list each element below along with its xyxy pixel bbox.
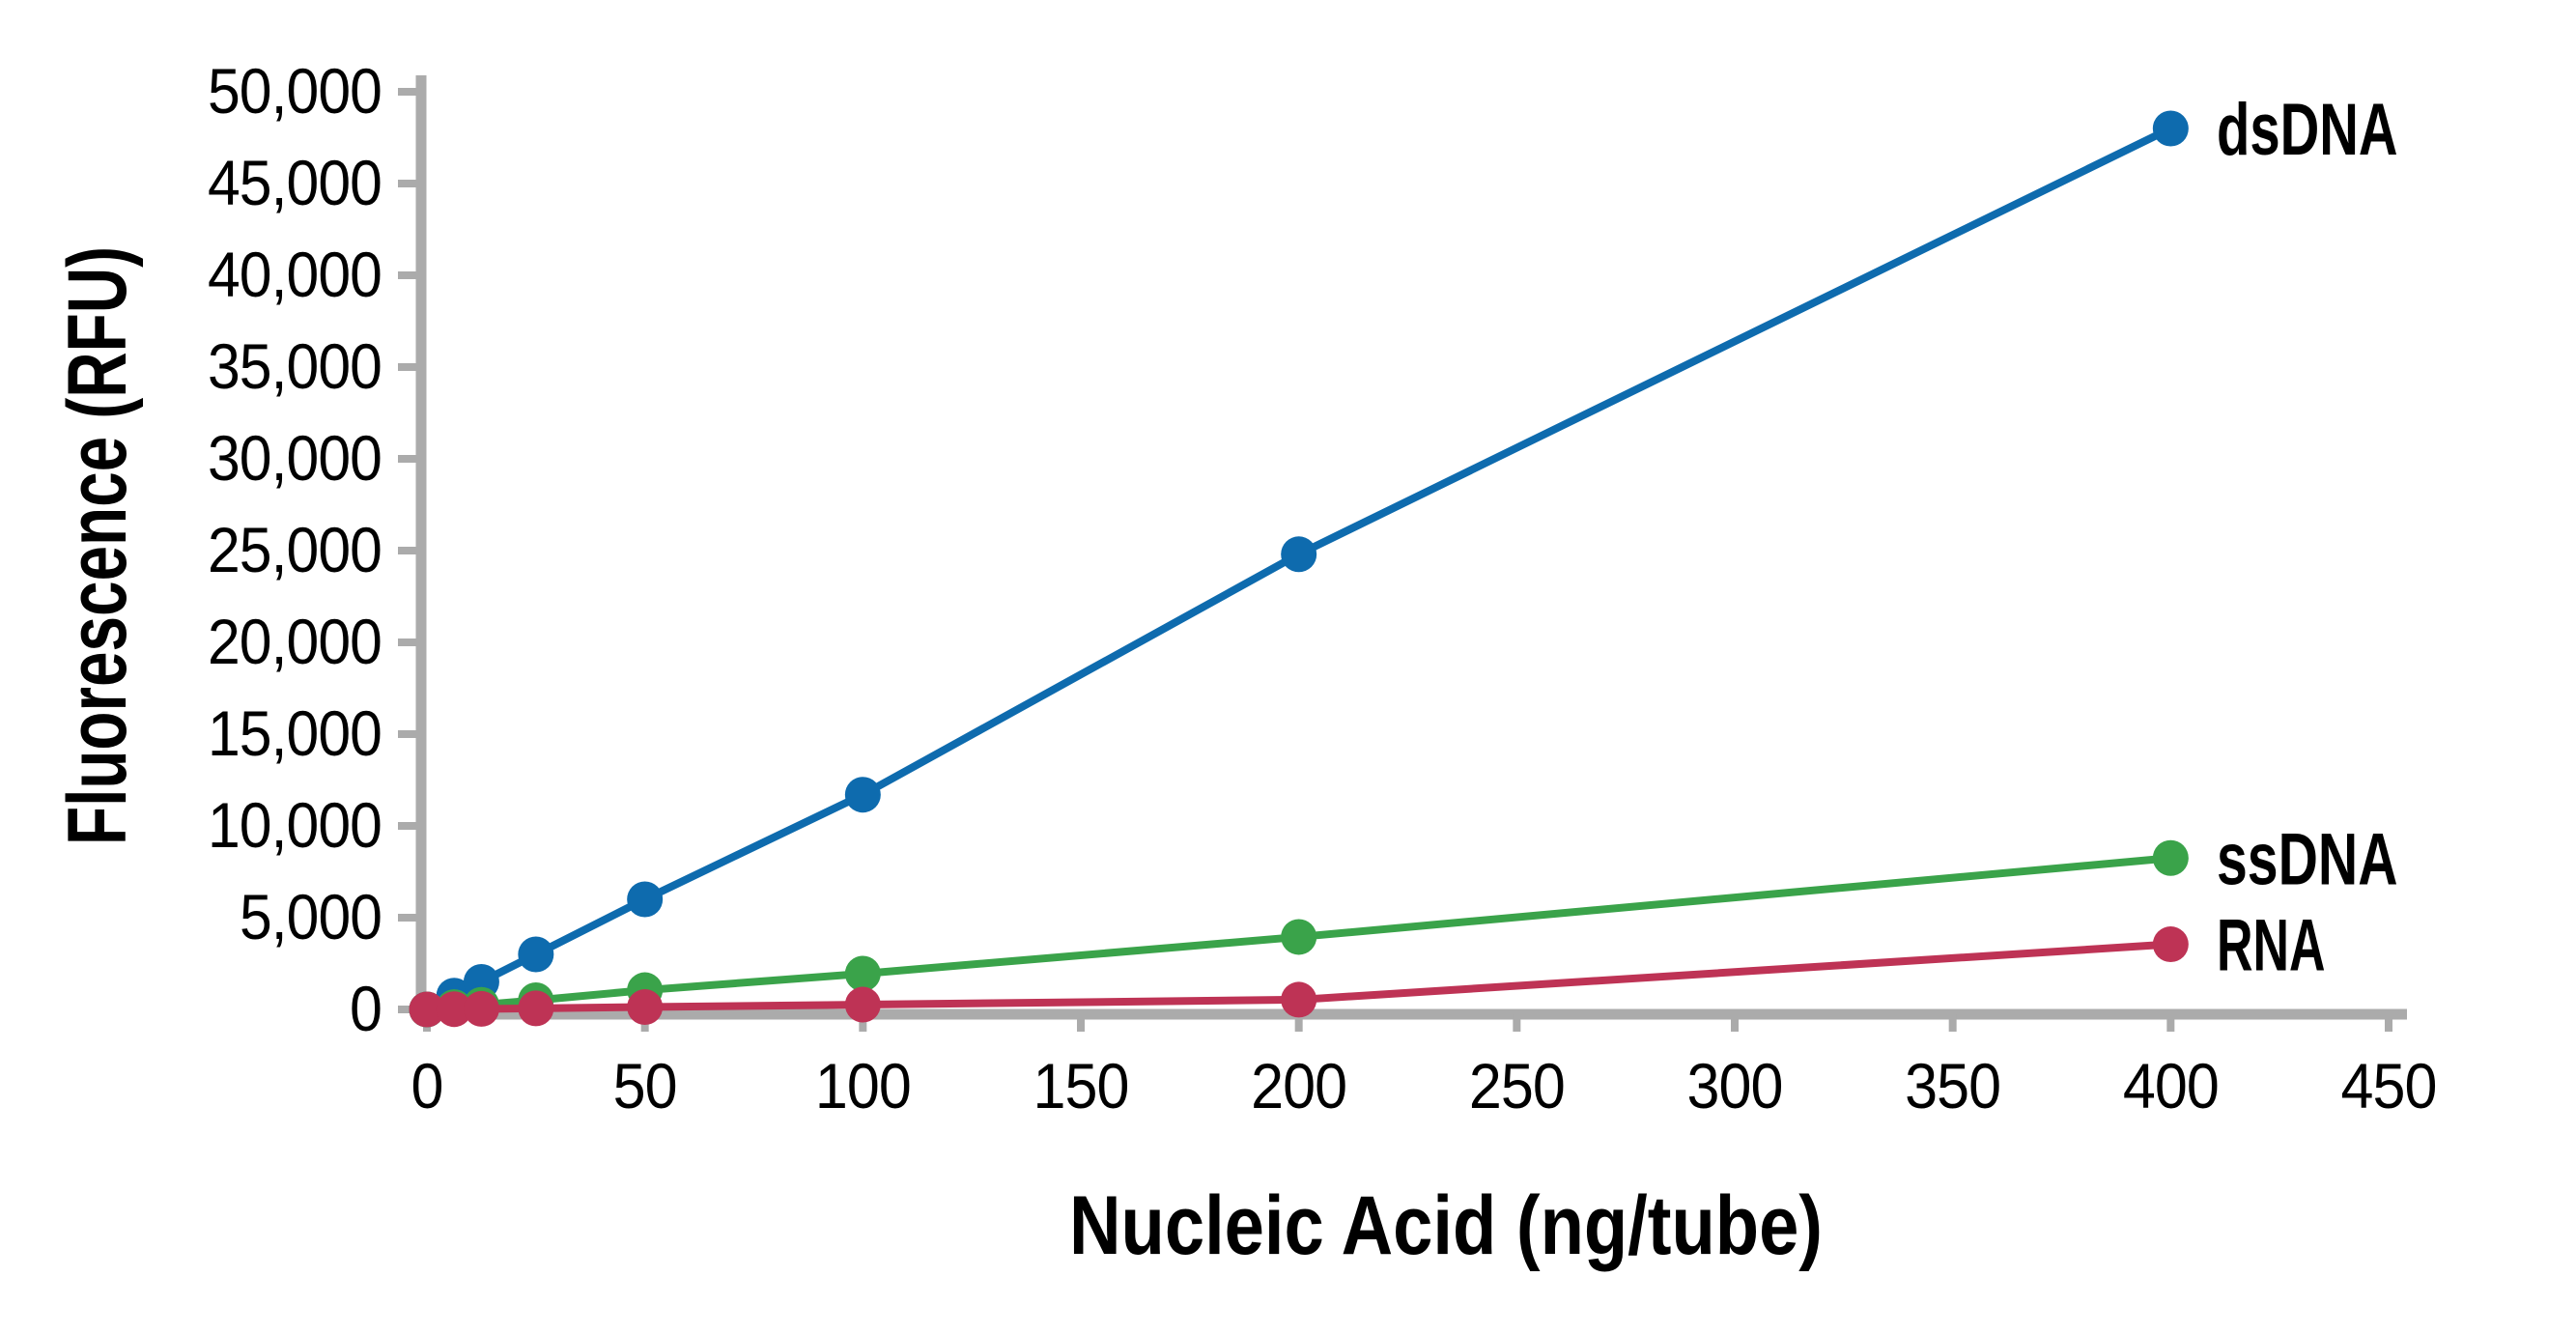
data-point-RNA-25: [518, 990, 554, 1027]
y-axis-title: Fluorescence (RFU): [51, 246, 144, 845]
data-point-RNA-100: [844, 986, 881, 1023]
series-label-RNA: RNA: [2217, 905, 2326, 987]
data-point-dsDNA-200: [1281, 536, 1317, 573]
x-tick-label: 350: [1905, 1050, 2000, 1121]
y-tick-label: 20,000: [208, 606, 382, 677]
data-point-dsDNA-100: [844, 777, 881, 813]
data-point-RNA-0: [409, 991, 445, 1028]
x-tick-label: 0: [411, 1050, 443, 1121]
data-point-RNA-200: [1281, 981, 1317, 1018]
x-tick-label: 400: [2123, 1050, 2219, 1121]
data-point-ssDNA-100: [844, 955, 881, 992]
data-point-RNA-12.5: [463, 990, 499, 1027]
y-tick-label: 25,000: [208, 514, 382, 585]
y-tick-label: 15,000: [208, 697, 382, 769]
y-tick-label: 10,000: [208, 789, 382, 861]
y-tick-label: 40,000: [208, 239, 382, 310]
data-point-RNA-50: [627, 989, 664, 1026]
data-point-dsDNA-400: [2152, 110, 2189, 147]
data-point-RNA-400: [2152, 926, 2189, 963]
y-tick-label: 45,000: [208, 147, 382, 218]
x-tick-label: 100: [815, 1050, 911, 1121]
x-tick-label: 200: [1251, 1050, 1346, 1121]
y-tick-label: 50,000: [208, 55, 382, 127]
y-tick-label: 0: [350, 973, 382, 1044]
y-tick-label: 5,000: [240, 881, 382, 952]
x-tick-label: 150: [1033, 1050, 1129, 1121]
data-point-ssDNA-200: [1281, 919, 1317, 955]
data-point-dsDNA-50: [627, 881, 664, 918]
axes-layer: 0 5,000 10,000 15,000 20,000 25,000 30,000 35,0…: [208, 55, 2438, 1121]
data-point-RNA-6.25: [436, 991, 472, 1028]
series-label-ssDNA: ssDNA: [2217, 818, 2398, 900]
data-point-ssDNA-400: [2152, 839, 2189, 876]
y-tick-label: 30,000: [208, 422, 382, 494]
x-tick-label: 250: [1469, 1050, 1565, 1121]
x-tick-label: 450: [2341, 1050, 2437, 1121]
x-axis-title: Nucleic Acid (ng/tube): [1069, 1179, 1823, 1272]
x-tick-label: 50: [613, 1050, 677, 1121]
x-tick-label: 300: [1687, 1050, 1783, 1121]
series-label-dsDNA: dsDNA: [2217, 89, 2398, 171]
y-tick-label: 35,000: [208, 330, 382, 402]
data-point-dsDNA-25: [518, 936, 554, 973]
